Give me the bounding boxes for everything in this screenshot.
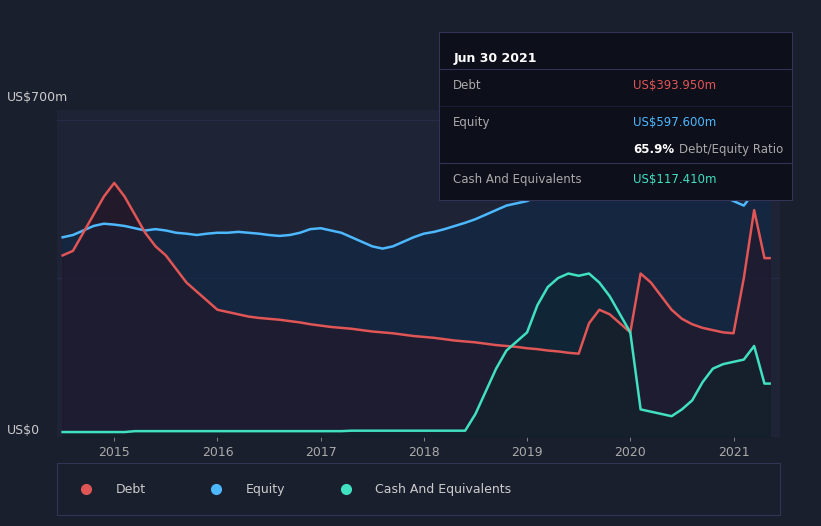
Text: Debt/Equity Ratio: Debt/Equity Ratio [679, 143, 783, 156]
Text: US$597.600m: US$597.600m [634, 116, 717, 129]
Text: Jun 30 2021: Jun 30 2021 [453, 52, 537, 65]
Text: Debt: Debt [453, 79, 482, 92]
Text: US$393.950m: US$393.950m [634, 79, 717, 92]
Text: US$117.410m: US$117.410m [634, 173, 717, 186]
Text: 65.9%: 65.9% [634, 143, 675, 156]
Text: US$700m: US$700m [7, 91, 68, 104]
Text: Debt: Debt [115, 483, 145, 495]
Text: Cash And Equivalents: Cash And Equivalents [375, 483, 511, 495]
Text: Equity: Equity [245, 483, 285, 495]
Text: Cash And Equivalents: Cash And Equivalents [453, 173, 582, 186]
Text: US$0: US$0 [7, 423, 40, 437]
Text: Equity: Equity [453, 116, 491, 129]
